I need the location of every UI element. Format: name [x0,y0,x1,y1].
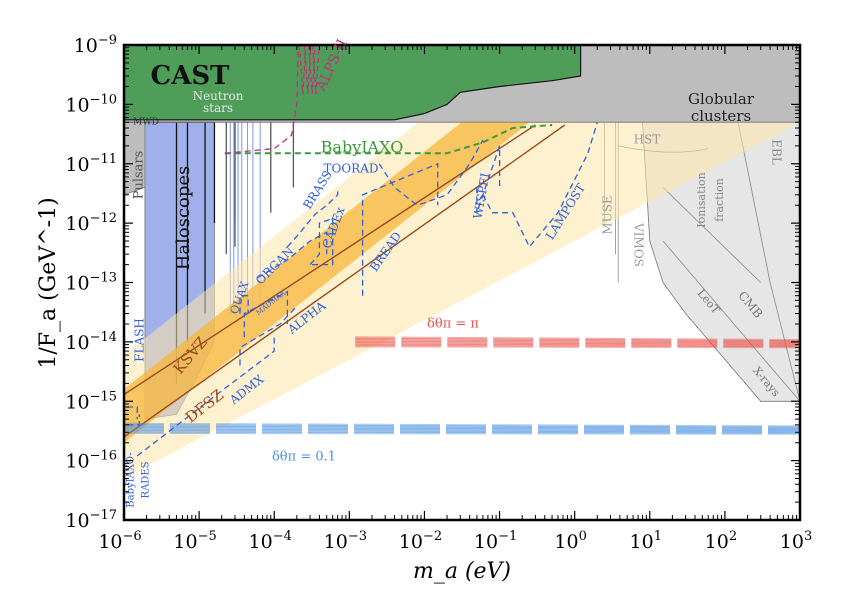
band-delta-0-1 [124,431,800,435]
annotation-neutron-stars: Neutron [193,89,244,103]
x-tick-label: 10−1 [474,529,517,553]
projection-madmax [243,290,289,338]
projection-alps-ii [298,45,307,94]
y-tick-label: 10−11 [65,152,117,176]
band-delta-pi [355,339,800,344]
projection-bread [361,162,439,296]
x-tick-label: 10−3 [324,529,367,553]
x-tick-label: 101 [630,529,662,553]
band-delta-pi [355,336,800,342]
qcd-band-inner [124,45,628,443]
band-delta-pi [355,340,800,345]
annotation-vimos: VIMOS [632,222,646,267]
y-tick-label: 10−15 [65,389,117,413]
band-delta-0-1 [124,424,800,429]
annotation-babyiaxo: BabyIAXO [321,138,404,157]
y-axis-label: 1/F_a (GeV^-1) [36,197,61,368]
projection-alps-ii [312,45,320,94]
x-tick-label: 10−6 [98,529,141,553]
annotation-toorad: TOORAD [323,162,378,176]
band-delta-pi [355,345,800,349]
y-tick-label: 10−10 [65,92,117,116]
band-delta-0-1 [124,430,800,434]
band-delta-0-1 [124,428,800,433]
annotation-muse: MUSE [601,195,615,234]
x-tick-label: 10−5 [173,529,216,553]
annotation-ionisation: Ionisation [695,172,708,227]
band-delta-0-1 [124,422,800,428]
x-tick-label: 100 [554,529,586,553]
y-tick-label: 10−17 [65,508,117,532]
projection-toorad [378,139,484,207]
annotation-: δθπ = π [427,317,479,332]
annotation-cast: CAST [151,61,231,91]
projection-wispfi [476,145,501,213]
annotation-clusters: clusters [691,107,751,125]
x-tick-label: 103 [780,529,812,553]
annotation-haloscopes: Haloscopes [173,166,194,271]
projection-alpha [239,305,298,366]
y-tick-label: 10−9 [74,33,117,57]
x-tick-label: 10−2 [399,529,442,553]
projection-brass [286,187,339,248]
annotation--0-1: δθπ = 0.1 [272,450,336,465]
projection-quax [239,295,249,314]
projection-admx [136,337,275,457]
plot-area [124,45,800,479]
band-delta-pi [355,343,800,348]
bound-line-4 [662,240,800,402]
projection-lampost [482,122,598,248]
annotation-babyiaxo: BabyIAXO- [126,452,137,507]
band-delta-0-1 [124,425,800,430]
model-line-dfsz [124,124,566,438]
projection-organ [257,231,328,279]
y-tick-label: 10−12 [65,211,117,235]
annotation-fraction: fraction [713,178,726,222]
bound-line-3 [662,187,761,283]
projection-cadex [309,217,334,266]
x-axis-label: m_a (eV) [413,559,511,584]
annotation-rades: RADES [141,461,152,498]
annotation-neutron-stars: stars [203,101,233,115]
y-tick-label: 10−14 [65,330,117,354]
annotation-globular: Globular [688,90,755,108]
annotation-pulsars: Pulsars [132,151,147,200]
x-tick-label: 10−4 [249,529,292,553]
qcd-band-outer [124,45,800,479]
band-delta-pi [355,337,800,343]
region-cast-overlay [124,45,582,121]
y-tick-label: 10−13 [65,271,117,295]
band-delta-pi [355,342,800,346]
model-line-ksvz [124,124,536,396]
annotation-hst: HST [634,133,661,147]
projection-flash [127,406,138,420]
band-delta-0-1 [124,427,800,432]
annotation-ebl: EBL [770,139,784,165]
projection-babyiaxo-rades [127,414,140,426]
x-tick-label: 102 [705,529,737,553]
annotation-mwd: MWD [133,118,159,128]
projection-alps-ii [224,45,300,154]
bound-line-5 [737,122,800,402]
y-tick-label: 10−16 [65,449,117,473]
annotation-flash: FLASH [133,318,147,362]
